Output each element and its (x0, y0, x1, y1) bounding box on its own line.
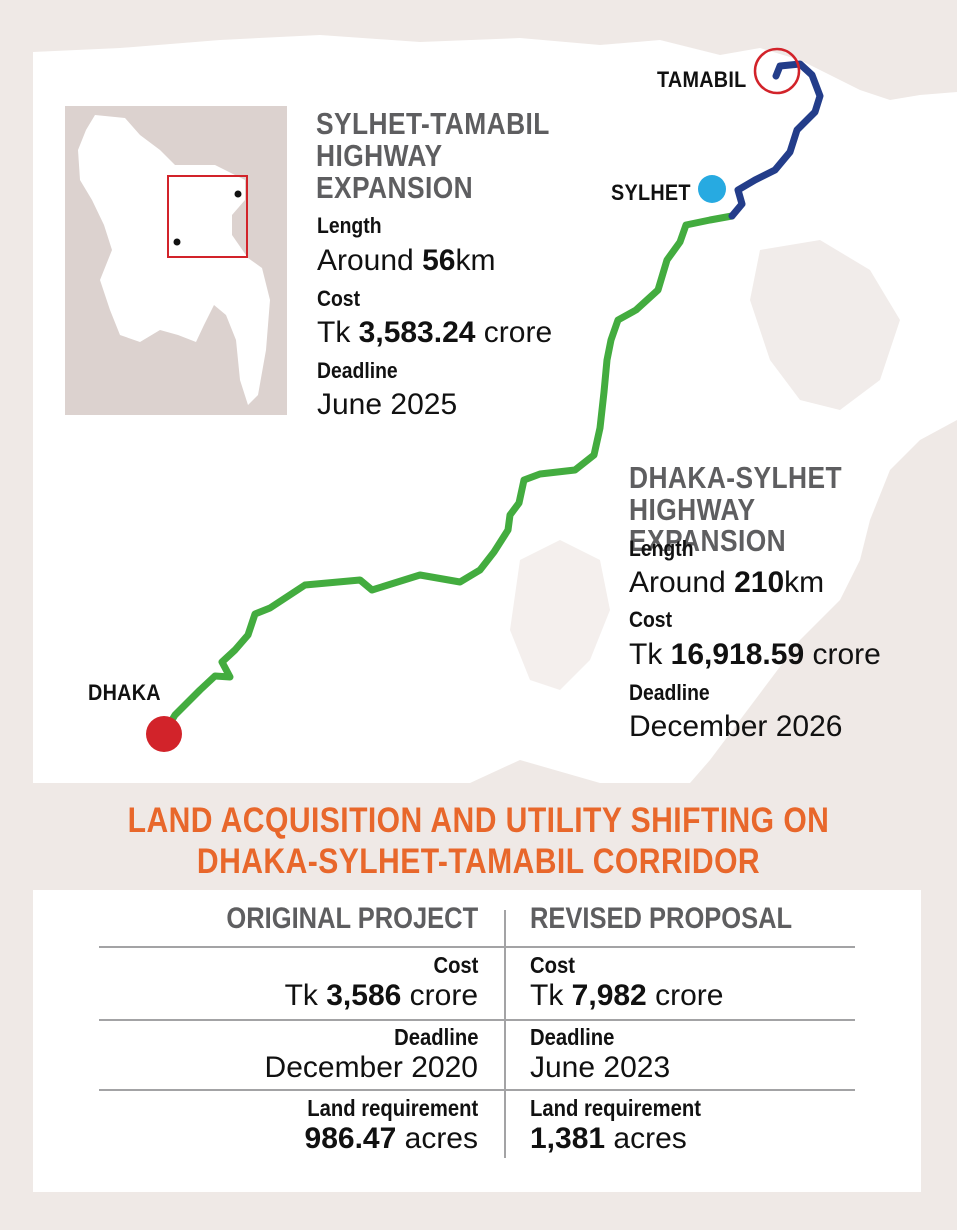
row-divider (99, 1089, 855, 1091)
sylhet-tamabil-length-value: Around 56km (317, 244, 496, 277)
cell-value: June 2023 (530, 1051, 671, 1084)
dhaka-sylhet-cost-value: Tk 16,918.59 crore (629, 638, 881, 671)
map-panel: TAMABIL SYLHET DHAKA SYLHET-TAMABIL HIGH… (33, 35, 957, 783)
tamabil-ring-marker (753, 47, 801, 95)
dhaka-sylhet-deadline-value: December 2026 (629, 710, 843, 743)
hill-shading (750, 240, 900, 410)
inset-sylhet-dot (234, 190, 242, 198)
sylhet-marker (698, 175, 726, 203)
inset-dhaka-dot (173, 238, 181, 246)
table-cell-original-deadline: Deadline December 2020 (265, 1024, 478, 1086)
row-label: Deadline (393, 1024, 478, 1050)
region-map (33, 35, 957, 783)
column-divider (504, 910, 506, 1158)
city-label-tamabil: TAMABIL (657, 67, 747, 92)
sylhet-tamabil-deadline-value: June 2025 (317, 388, 458, 421)
inset-country-shape (78, 115, 270, 405)
dhaka-sylhet-title-line-1: DHAKA-SYLHET (629, 460, 842, 495)
table-cell-revised-cost: Cost Tk 7,982 crore (530, 952, 723, 1014)
row-divider (99, 946, 855, 948)
city-label-sylhet: SYLHET (611, 180, 691, 205)
row-label: Cost (530, 952, 575, 978)
sylhet-tamabil-deadline-label: Deadline (317, 358, 398, 383)
table-cell-revised-deadline: Deadline June 2023 (530, 1024, 670, 1086)
cell-value: 986.47 acres (304, 1122, 478, 1155)
row-label: Cost (433, 952, 478, 978)
cell-value: 1,381 acres (530, 1122, 687, 1155)
dhaka-sylhet-deadline-label: Deadline (629, 680, 710, 705)
sylhet-tamabil-title-line-3: EXPANSION (316, 170, 474, 205)
table-cell-original-cost: Cost Tk 3,586 crore (285, 952, 478, 1014)
sylhet-tamabil-length-label: Length (317, 213, 382, 238)
cell-value: Tk 3,586 crore (284, 979, 478, 1012)
dhaka-sylhet-cost-label: Cost (629, 607, 673, 632)
row-label: Land requirement (307, 1095, 478, 1121)
section-heading-line-2: DHAKA-SYLHET-TAMABIL CORRIDOR (196, 842, 761, 881)
city-label-dhaka: DHAKA (88, 680, 161, 705)
dhaka-marker (146, 716, 182, 752)
row-divider (99, 1019, 855, 1021)
dhaka-sylhet-length-value: Around 210km (629, 566, 825, 599)
sylhet-tamabil-route (728, 60, 824, 220)
hill-shading-2 (510, 540, 610, 690)
comparison-table: ORIGINAL PROJECT REVISED PROPOSAL Cost T… (33, 890, 921, 1192)
dhaka-sylhet-route (162, 212, 736, 734)
cell-value: December 2020 (264, 1051, 478, 1084)
sylhet-tamabil-title-line-1: SYLHET-TAMABIL (316, 106, 550, 141)
row-label: Deadline (530, 1024, 615, 1050)
column-header-revised: REVISED PROPOSAL (530, 902, 793, 935)
sylhet-tamabil-cost-label: Cost (317, 286, 361, 311)
table-cell-original-land: Land requirement 986.47 acres (284, 1095, 478, 1157)
dhaka-sylhet-length-label: Length (629, 536, 694, 561)
dhaka-sylhet-title-line-2: HIGHWAY EXPANSION (629, 492, 787, 558)
cell-value: Tk 7,982 crore (530, 979, 724, 1012)
sylhet-tamabil-cost-value: Tk 3,583.24 crore (317, 316, 553, 349)
column-header-original: ORIGINAL PROJECT (226, 902, 478, 935)
row-label: Land requirement (530, 1095, 701, 1121)
section-heading: LAND ACQUISITION AND UTILITY SHIFTING ON… (67, 800, 890, 882)
inset-focus-box (167, 175, 248, 258)
section-heading-line-1: LAND ACQUISITION AND UTILITY SHIFTING ON (127, 801, 830, 840)
table-cell-revised-land: Land requirement 1,381 acres (530, 1095, 724, 1157)
sylhet-tamabil-title-line-2: HIGHWAY (316, 138, 443, 173)
